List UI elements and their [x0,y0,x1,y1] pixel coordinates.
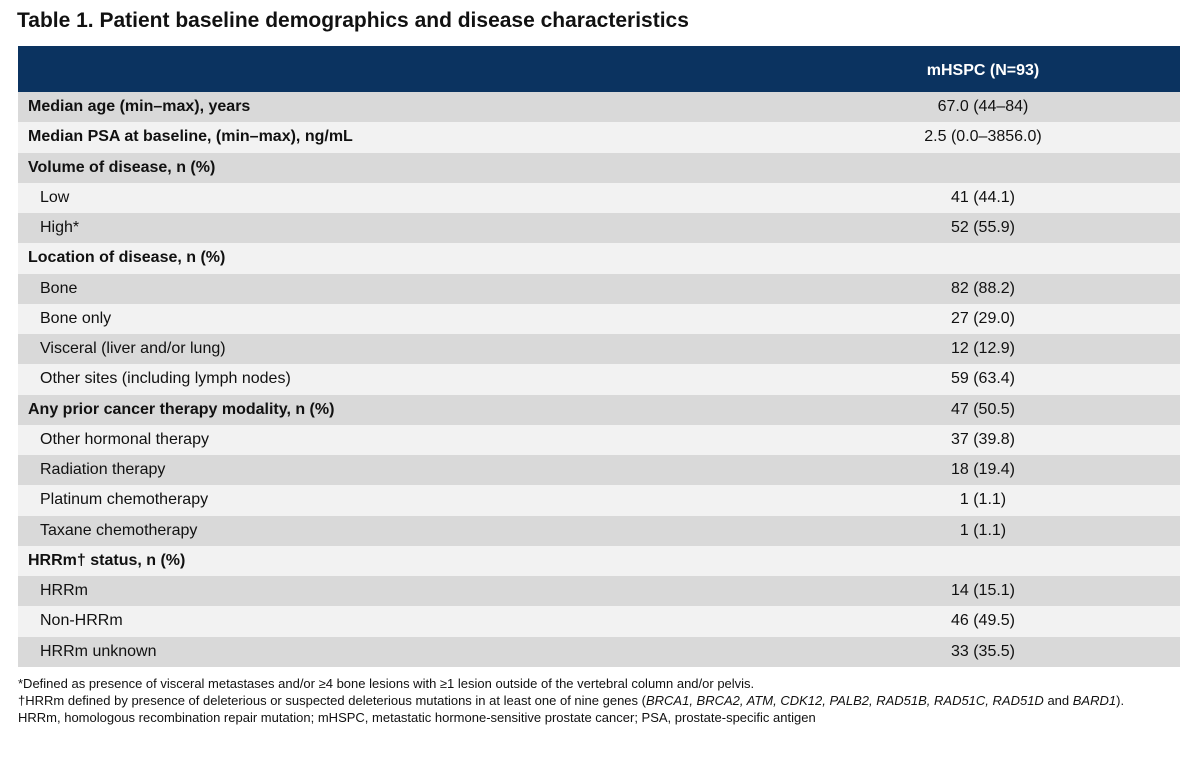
row-label: HRRm [40,582,88,600]
table-title: Table 1. Patient baseline demographics a… [17,9,689,32]
table-row: Platinum chemotherapy 1 (1.1) [18,485,1180,516]
table-row: Radiation therapy 18 (19.4) [18,455,1180,486]
row-label: High* [40,219,80,237]
row-label: Location of disease, n (%) [28,249,226,267]
row-value: 2.5 (0.0–3856.0) [924,128,1042,146]
table-header: mHSPC (N=93) [18,46,1180,92]
row-label: Other hormonal therapy [40,430,209,448]
row-label: Volume of disease, n (%) [28,158,216,176]
row-value: 41 (44.1) [950,188,1016,206]
footnote-hrrm-definition: †HRRm defined by presence of deleterious… [18,693,1125,708]
row-value: 12 (12.9) [950,340,1016,358]
row-label: Non-HRRm [40,612,123,630]
table-row: Volume of disease, n (%) [18,152,1180,183]
row-value: 14 (15.1) [950,582,1016,600]
table-row: Taxane chemotherapy 1 (1.1) [18,515,1180,546]
table-row: Visceral (liver and/or lung) 12 (12.9) [18,334,1180,365]
row-label: Taxane chemotherapy [40,521,198,539]
table-row: Any prior cancer therapy modality, n (%)… [18,394,1180,425]
table-row: High* 52 (55.9) [18,213,1180,244]
row-value: 1 (1.1) [959,491,1007,509]
row-label: Bone [40,279,78,297]
table-row: HRRm 14 (15.1) [18,576,1180,607]
row-value: 1 (1.1) [959,521,1007,539]
row-label: Other sites (including lymph nodes) [40,370,291,388]
row-label: Low [40,188,70,206]
table-row: Non-HRRm 46 (49.5) [18,606,1180,637]
row-label: Bone only [40,309,112,327]
row-value: 46 (49.5) [950,612,1016,630]
row-value: 47 (50.5) [950,400,1016,418]
row-value: 33 (35.5) [950,642,1016,660]
row-label: Platinum chemotherapy [40,491,209,509]
column-header-mhspc: mHSPC (N=93) [926,62,1040,79]
row-value: 67.0 (44–84) [937,98,1029,116]
row-value: 37 (39.8) [950,430,1016,448]
table-row: Location of disease, n (%) [18,243,1180,274]
footnote-high-volume: *Defined as presence of visceral metasta… [18,676,755,691]
table-body: Median age (min–max), years 67.0 (44–84) M… [18,92,1180,667]
row-label: Median age (min–max), years [28,98,251,116]
row-label: Median PSA at baseline, (min–max), ng/mL [28,128,353,146]
row-value: 59 (63.4) [950,370,1016,388]
table-row: HRRm† status, n (%) [18,545,1180,576]
row-label: HRRm unknown [40,642,157,660]
table-row: Bone only 27 (29.0) [18,303,1180,334]
row-value: 27 (29.0) [950,309,1016,327]
footnotes: *Defined as presence of visceral metasta… [18,675,1183,726]
table-row: Median PSA at baseline, (min–max), ng/mL… [18,122,1180,153]
table-row: Low 41 (44.1) [18,182,1180,213]
row-label: HRRm† status, n (%) [28,551,186,569]
table-row: Bone 82 (88.2) [18,273,1180,304]
table-row: Median age (min–max), years 67.0 (44–84) [18,92,1180,123]
row-value [798,546,1168,576]
row-label: Visceral (liver and/or lung) [40,340,226,358]
demographics-table: mHSPC (N=93) Median age (min–max), years… [18,46,1180,667]
row-label: Any prior cancer therapy modality, n (%) [28,400,335,418]
table-row: HRRm unknown 33 (35.5) [18,636,1180,667]
row-value: 52 (55.9) [950,219,1016,237]
row-value [798,153,1168,183]
row-value [798,243,1168,273]
table-row: Other hormonal therapy 37 (39.8) [18,424,1180,455]
table-row: Other sites (including lymph nodes) 59 (6… [18,364,1180,395]
footnote-abbreviations: HRRm, homologous recombination repair mu… [18,710,816,725]
row-value: 18 (19.4) [950,461,1016,479]
row-value: 82 (88.2) [950,279,1016,297]
row-label: Radiation therapy [40,461,166,479]
